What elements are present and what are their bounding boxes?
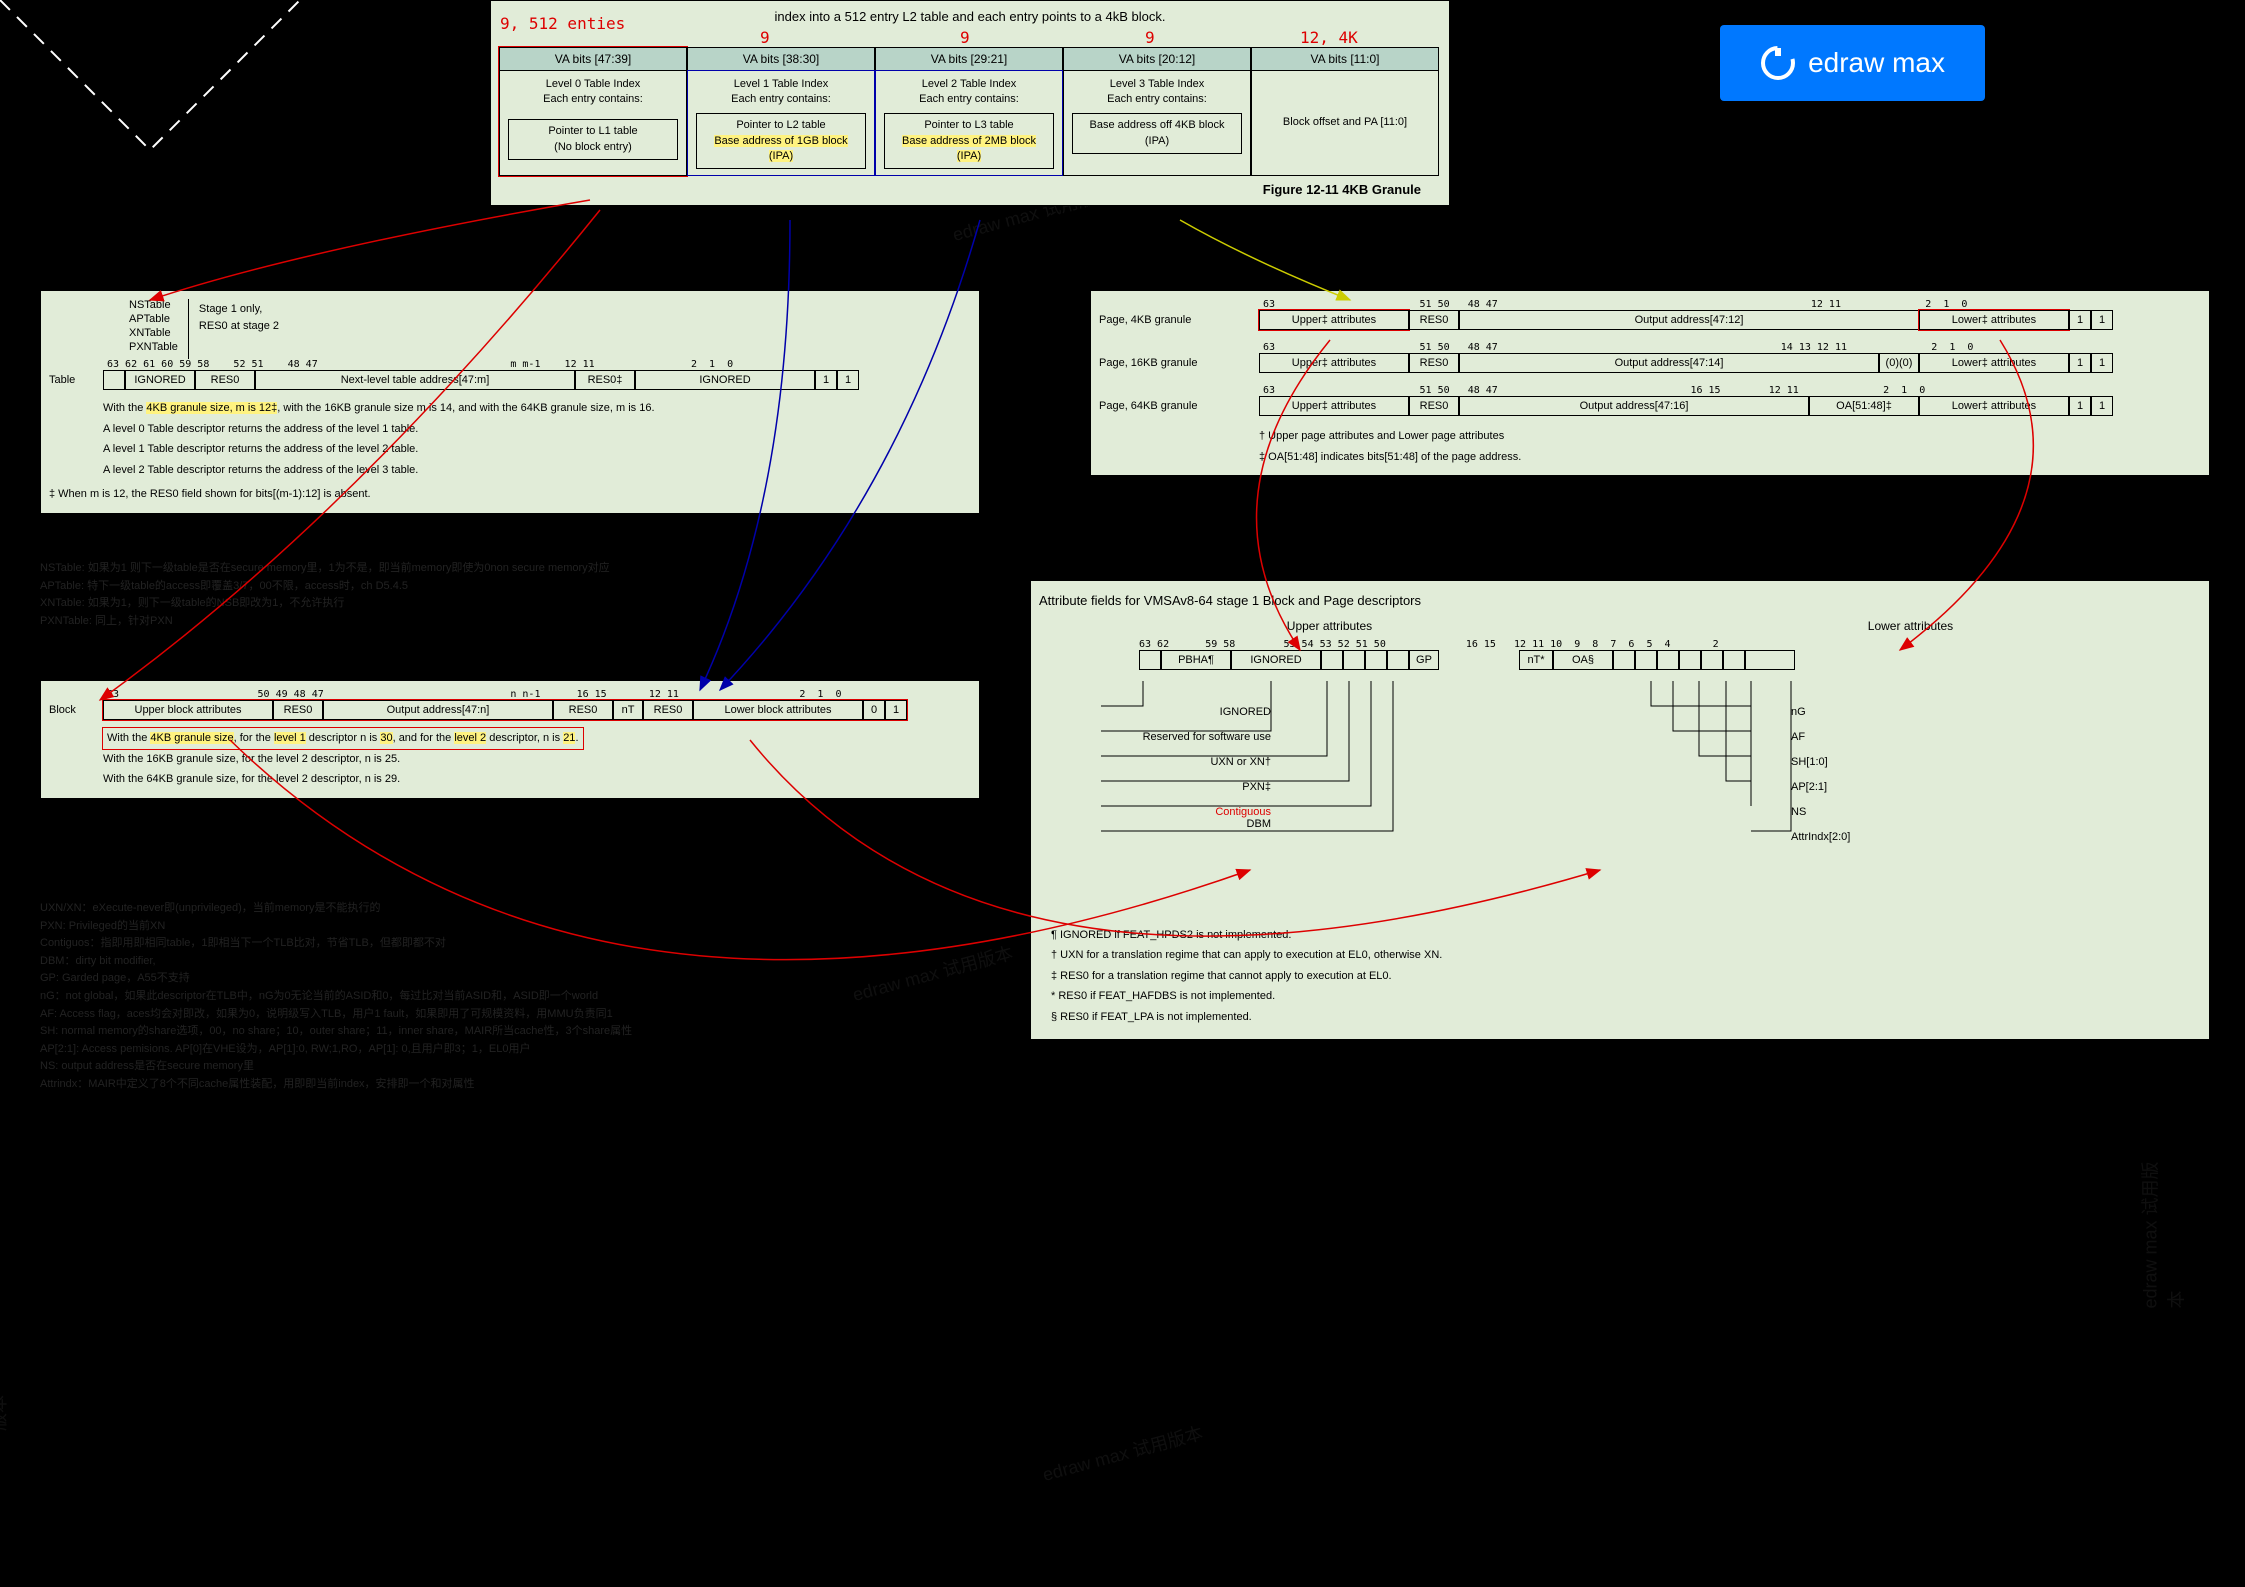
block-descriptor-panel: 63 50 49 48 47 n n-1 16 15 12 11 2 1 0 B… [40, 680, 980, 799]
va-col0-hdr: VA bits [47:39] [500, 48, 686, 71]
va-col3-body: Level 3 Table Index Each entry contains:… [1064, 71, 1250, 176]
red-label-entries: 9, 512 enties [500, 14, 625, 33]
page-descriptor-panel: 63 51 50 48 47 12 11 2 1 0 Page, 4KB gra… [1090, 290, 2210, 476]
red-label-12-4k: 12, 4K [1300, 28, 1358, 47]
red-label-9b: 9 [960, 28, 970, 47]
block-bitfield: Upper block attributes RES0 Output addre… [103, 700, 907, 720]
va-col2-hdr: VA bits [29:21] [876, 48, 1062, 71]
edraw-text: edraw max [1808, 47, 1945, 79]
table-bitfield: IGNORED RES0 Next-level table address[47… [103, 370, 859, 390]
page-64kb-bitfield: Upper‡ attributes RES0 Output address[47… [1259, 396, 2113, 416]
figure-caption: Figure 12-11 4KB Granule [499, 176, 1441, 197]
watermark: 版本 [0, 1395, 11, 1431]
watermark: edraw max 试用版本 [2137, 1144, 2189, 1309]
page-4kb-bitfield: Upper‡ attributes RES0 Output address[47… [1259, 310, 2113, 330]
red-label-9c: 9 [1145, 28, 1155, 47]
va-col4-hdr: VA bits [11:0] [1252, 48, 1438, 71]
red-label-9a: 9 [760, 28, 770, 47]
va-col4-body: Block offset and PA [11:0] [1252, 71, 1438, 176]
page-16kb-bitfield: Upper‡ attributes RES0 Output address[47… [1259, 353, 2113, 373]
va-col1-hdr: VA bits [38:30] [688, 48, 874, 71]
trial-text: 试用版本 [2085, 50, 2165, 79]
va-col0-body: Level 0 Table Index Each entry contains:… [500, 71, 686, 176]
va-col1-body: Level 1 Table Index Each entry contains:… [688, 71, 874, 176]
background-grid [0, 0, 300, 150]
dark-notes-1: NSTable: 如果为1 则下一级table是否在secure memory里… [40, 560, 610, 630]
va-col3-hdr: VA bits [20:12] [1064, 48, 1250, 71]
va-intro: index into a 512 entry L2 table and each… [499, 5, 1441, 29]
watermark: edraw max 试用版本 [849, 939, 1015, 1007]
watermark: edraw max 试用版本 [1039, 1419, 1205, 1487]
va-col2-body: Level 2 Table Index Each entry contains:… [876, 71, 1062, 176]
attribute-fields-panel: Attribute fields for VMSAv8-64 stage 1 B… [1030, 580, 2210, 1040]
table-descriptor-panel: NSTable APTable XNTable PXNTable Stage 1… [40, 290, 980, 514]
edraw-icon [1760, 45, 1796, 81]
va-table: VA bits [47:39] Level 0 Table Index Each… [499, 47, 1441, 177]
edraw-badge: edraw max [1720, 25, 1985, 101]
dark-notes-2: UXN/XN：eXecute-never即(unprivileged)，当前me… [40, 900, 632, 1094]
